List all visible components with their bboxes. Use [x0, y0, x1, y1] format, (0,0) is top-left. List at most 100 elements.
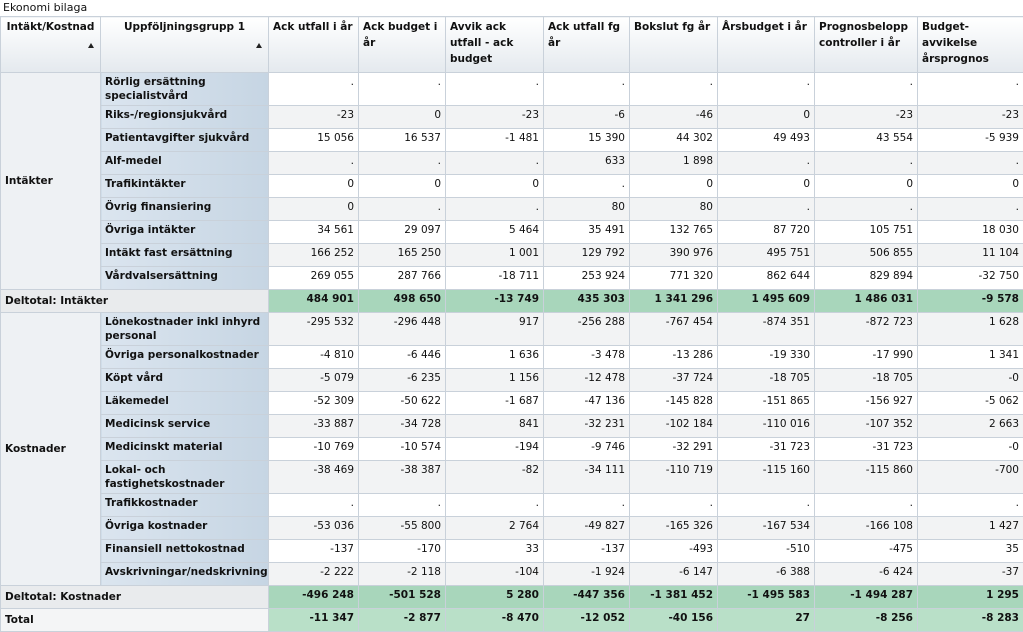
value-cell: 80	[630, 198, 718, 221]
value-cell: 390 976	[630, 244, 718, 267]
value-cell: 27	[718, 609, 815, 632]
value-cell: -156 927	[815, 392, 918, 415]
value-cell: .	[718, 152, 815, 175]
value-cell: 917	[446, 313, 544, 346]
value-cell: -5 939	[918, 129, 1023, 152]
value-cell: 11 104	[918, 244, 1023, 267]
value-cell: -23	[446, 106, 544, 129]
value-cell: -18 711	[446, 267, 544, 290]
value-cell: .	[544, 494, 630, 517]
value-cell: 87 720	[718, 221, 815, 244]
value-cell: -447 356	[544, 586, 630, 609]
value-cell: -12 478	[544, 369, 630, 392]
value-cell: -34 728	[359, 415, 446, 438]
sort-arrow	[88, 43, 94, 48]
value-cell: -34 111	[544, 461, 630, 494]
value-cell: .	[359, 494, 446, 517]
value-cell: 498 650	[359, 290, 446, 313]
value-cell: 1 486 031	[815, 290, 918, 313]
column-header: Ack utfall i år	[269, 17, 359, 73]
row-label: Alf-medel	[101, 152, 269, 175]
value-cell: -13 286	[630, 346, 718, 369]
value-cell: .	[718, 73, 815, 106]
value-cell: -18 705	[718, 369, 815, 392]
row-label: Köpt vård	[101, 369, 269, 392]
value-cell: -32 231	[544, 415, 630, 438]
value-cell: -170	[359, 540, 446, 563]
value-cell: -2 877	[359, 609, 446, 632]
value-cell: .	[918, 152, 1023, 175]
value-cell: 269 055	[269, 267, 359, 290]
value-cell: -165 326	[630, 517, 718, 540]
value-cell: .	[918, 198, 1023, 221]
row-label: Patientavgifter sjukvård	[101, 129, 269, 152]
value-cell: -501 528	[359, 586, 446, 609]
value-cell: 1 001	[446, 244, 544, 267]
value-cell: 0	[359, 106, 446, 129]
value-cell: -2 222	[269, 563, 359, 586]
value-cell: -137	[544, 540, 630, 563]
value-cell: 132 765	[630, 221, 718, 244]
value-cell: 1 427	[918, 517, 1023, 540]
value-cell: -115 160	[718, 461, 815, 494]
value-cell: -296 448	[359, 313, 446, 346]
value-cell: -33 887	[269, 415, 359, 438]
value-cell: -872 723	[815, 313, 918, 346]
value-cell: 44 302	[630, 129, 718, 152]
value-cell: -1 924	[544, 563, 630, 586]
row-label: Trafikintäkter	[101, 175, 269, 198]
group-label: Intäkter	[1, 73, 101, 290]
value-cell: -115 860	[815, 461, 918, 494]
value-cell: -23	[269, 106, 359, 129]
value-cell: .	[918, 494, 1023, 517]
value-cell: -110 719	[630, 461, 718, 494]
row-label: Vårdvalsersättning	[101, 267, 269, 290]
value-cell: -31 723	[718, 438, 815, 461]
column-header: Prognosbelopp controller i år	[815, 17, 918, 73]
row-label: Övriga kostnader	[101, 517, 269, 540]
value-cell: 253 924	[544, 267, 630, 290]
value-cell: -47 136	[544, 392, 630, 415]
row-label: Avskrivningar/nedskrivningar	[101, 563, 269, 586]
value-cell: -3 478	[544, 346, 630, 369]
value-cell: -6 147	[630, 563, 718, 586]
value-cell: -37 724	[630, 369, 718, 392]
value-cell: 0	[718, 175, 815, 198]
value-cell: 35 491	[544, 221, 630, 244]
column-header: Avvik ack utfall - ack budget	[446, 17, 544, 73]
value-cell: -32 750	[918, 267, 1023, 290]
value-cell: 15 390	[544, 129, 630, 152]
total-label: Total	[1, 609, 269, 632]
value-cell: -17 990	[815, 346, 918, 369]
value-cell: 35	[918, 540, 1023, 563]
value-cell: -1 495 583	[718, 586, 815, 609]
value-cell: -6	[544, 106, 630, 129]
value-cell: -52 309	[269, 392, 359, 415]
value-cell: -55 800	[359, 517, 446, 540]
value-cell: 105 751	[815, 221, 918, 244]
row-label: Medicinskt material	[101, 438, 269, 461]
row-label: Lönekostnader inkl inhyrd personal	[101, 313, 269, 346]
value-cell: .	[359, 152, 446, 175]
value-cell: 0	[918, 175, 1023, 198]
value-cell: 2 764	[446, 517, 544, 540]
value-cell: .	[630, 73, 718, 106]
value-cell: -9 578	[918, 290, 1023, 313]
value-cell: 771 320	[630, 267, 718, 290]
value-cell: .	[815, 152, 918, 175]
column-header: Budget-avvikelse årsprognos	[918, 17, 1023, 73]
value-cell: -107 352	[815, 415, 918, 438]
data-row: Lokal- och fastighetskostnader-38 469-38…	[1, 461, 1023, 494]
column-header: Ack budget i år	[359, 17, 446, 73]
value-cell: .	[544, 73, 630, 106]
value-cell: 862 644	[718, 267, 815, 290]
